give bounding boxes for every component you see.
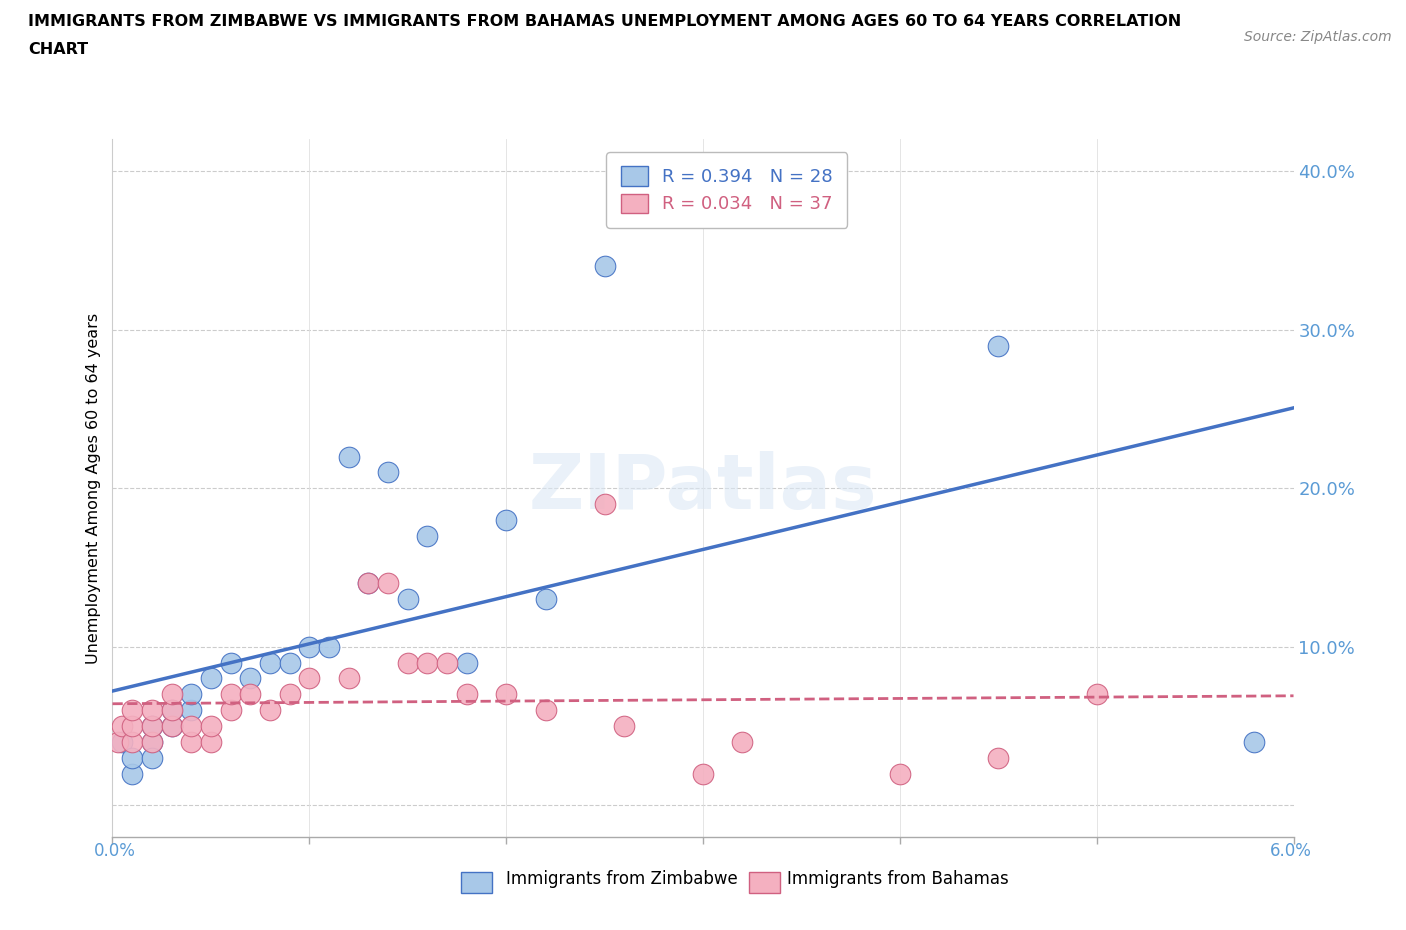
Point <box>239 687 262 702</box>
Point <box>121 735 143 750</box>
Point <box>141 719 163 734</box>
Point <box>160 719 183 734</box>
Point <box>141 703 163 718</box>
Text: ZIPatlas: ZIPatlas <box>529 451 877 525</box>
Point <box>160 703 183 718</box>
Point <box>318 639 340 654</box>
Point <box>160 703 183 718</box>
Point <box>141 719 163 734</box>
Y-axis label: Unemployment Among Ages 60 to 64 years: Unemployment Among Ages 60 to 64 years <box>86 312 101 664</box>
Point <box>731 735 754 750</box>
Point <box>1085 687 1108 702</box>
Point <box>239 671 262 686</box>
Point <box>534 591 557 606</box>
Point <box>593 259 616 273</box>
Point <box>141 735 163 750</box>
Point <box>377 465 399 480</box>
Point <box>121 751 143 765</box>
Point <box>377 576 399 591</box>
Point <box>278 687 301 702</box>
Point <box>416 655 439 670</box>
Point <box>337 449 360 464</box>
Point <box>298 639 321 654</box>
Point <box>200 719 222 734</box>
Point <box>534 703 557 718</box>
Point <box>456 655 478 670</box>
Point <box>219 703 242 718</box>
Text: Immigrants from Zimbabwe: Immigrants from Zimbabwe <box>506 870 738 888</box>
Point <box>121 766 143 781</box>
Point <box>436 655 458 670</box>
Point <box>416 528 439 543</box>
Point <box>889 766 911 781</box>
Point <box>111 735 134 750</box>
Point <box>593 497 616 512</box>
Point <box>121 719 143 734</box>
Point <box>180 735 202 750</box>
Point <box>495 687 517 702</box>
Point <box>141 735 163 750</box>
Point <box>456 687 478 702</box>
Point <box>160 687 183 702</box>
Point <box>1243 735 1265 750</box>
Point <box>160 719 183 734</box>
Point <box>987 339 1010 353</box>
Point <box>357 576 380 591</box>
Point <box>141 751 163 765</box>
Point <box>259 703 281 718</box>
Point <box>180 703 202 718</box>
Point <box>200 735 222 750</box>
Point <box>987 751 1010 765</box>
Point <box>396 655 419 670</box>
Point <box>259 655 281 670</box>
Text: Immigrants from Bahamas: Immigrants from Bahamas <box>787 870 1010 888</box>
Point <box>357 576 380 591</box>
Point <box>219 655 242 670</box>
Text: CHART: CHART <box>28 42 89 57</box>
Text: 0.0%: 0.0% <box>94 842 136 859</box>
Text: 6.0%: 6.0% <box>1270 842 1312 859</box>
Point <box>495 512 517 527</box>
Point <box>180 719 202 734</box>
Point <box>396 591 419 606</box>
Point <box>121 703 143 718</box>
Point <box>298 671 321 686</box>
Text: IMMIGRANTS FROM ZIMBABWE VS IMMIGRANTS FROM BAHAMAS UNEMPLOYMENT AMONG AGES 60 T: IMMIGRANTS FROM ZIMBABWE VS IMMIGRANTS F… <box>28 14 1181 29</box>
Point <box>180 687 202 702</box>
Legend: R = 0.394   N = 28, R = 0.034   N = 37: R = 0.394 N = 28, R = 0.034 N = 37 <box>606 152 848 228</box>
Point <box>692 766 714 781</box>
Point <box>613 719 636 734</box>
Point <box>107 735 129 750</box>
Point <box>337 671 360 686</box>
Point <box>278 655 301 670</box>
Point <box>219 687 242 702</box>
Text: Source: ZipAtlas.com: Source: ZipAtlas.com <box>1244 30 1392 44</box>
Point <box>200 671 222 686</box>
Point <box>111 719 134 734</box>
